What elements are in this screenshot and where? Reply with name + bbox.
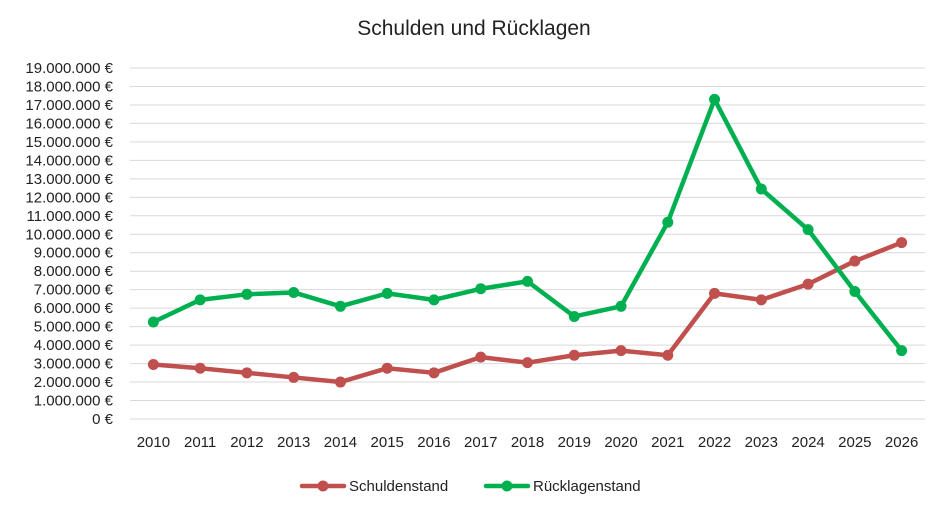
x-tick-label: 2025 [838, 434, 871, 451]
y-axis-tick-labels: 0 €1.000.000 € 2.000.000 €3.000.000 € 4.00… [25, 60, 113, 428]
data-point [334, 376, 346, 388]
series-lines [147, 93, 908, 388]
legend-label: Rücklagenstand [533, 478, 641, 495]
x-tick-label: 2026 [885, 434, 918, 451]
data-point [568, 310, 580, 322]
legend-marker [501, 480, 513, 492]
data-point [662, 216, 674, 228]
data-point [381, 362, 393, 374]
legend-item: Schuldenstand [299, 478, 448, 495]
y-tick-label: 3.000.000 € [34, 356, 114, 373]
data-point [522, 357, 533, 369]
y-tick-label: 8.000.000 € [34, 263, 114, 280]
y-tick-label: 13.000.000 € [25, 171, 113, 188]
data-point [288, 286, 300, 298]
data-point [241, 367, 253, 379]
data-point [755, 183, 767, 195]
data-point [709, 93, 721, 105]
data-point [849, 286, 861, 298]
chart-title: Schulden und Rücklagen [357, 17, 591, 40]
data-point [896, 345, 908, 357]
data-point [802, 224, 814, 236]
x-axis-tick-labels: 2010 2011 2012 2013 2014 2015 2016 2017 2018 2019… [137, 434, 919, 451]
x-tick-label: 2014 [324, 434, 357, 451]
data-point [194, 362, 206, 374]
data-point [428, 294, 440, 306]
data-point [662, 349, 674, 361]
data-point [615, 345, 627, 357]
y-tick-label: 17.000.000 € [25, 97, 113, 114]
y-tick-label: 15.000.000 € [25, 134, 113, 151]
x-tick-label: 2010 [137, 434, 170, 451]
x-tick-label: 2020 [604, 434, 637, 451]
x-tick-label: 2013 [277, 434, 310, 451]
y-tick-label: 9.000.000 € [34, 245, 114, 262]
y-tick-label: 10.000.000 € [25, 226, 113, 243]
x-tick-label: 2015 [371, 434, 404, 451]
x-tick-label: 2021 [651, 434, 684, 451]
data-point [334, 300, 346, 312]
x-tick-label: 2024 [791, 434, 824, 451]
x-tick-label: 2022 [698, 434, 731, 451]
legend-item: Rücklagenstand [483, 478, 641, 495]
data-point [755, 294, 767, 306]
data-point [147, 359, 159, 371]
data-point [381, 287, 393, 299]
data-point [194, 294, 206, 306]
data-point [802, 278, 814, 290]
y-tick-label: 11.000.000 € [27, 208, 114, 225]
x-tick-label: 2023 [745, 434, 778, 451]
data-point [709, 287, 721, 299]
x-tick-label: 2012 [230, 434, 263, 451]
y-tick-label: 4.000.000 € [34, 337, 114, 354]
data-point [288, 371, 300, 383]
x-tick-label: 2011 [184, 434, 216, 451]
y-tick-label: 7.000.000 € [34, 282, 114, 299]
x-tick-label: 2019 [558, 434, 591, 451]
data-point [475, 283, 487, 295]
y-tick-label: 18.000.000 € [25, 78, 113, 95]
y-tick-label: 14.000.000 € [25, 152, 113, 169]
gridlines [130, 67, 925, 420]
data-point [615, 300, 627, 312]
data-point [522, 275, 533, 287]
data-point [147, 316, 159, 328]
y-tick-label: 16.000.000 € [25, 115, 113, 132]
y-tick-label: 12.000.000 € [25, 189, 113, 206]
legend-label: Schuldenstand [349, 478, 448, 495]
y-tick-label: 2.000.000 € [34, 374, 114, 391]
data-point [475, 351, 487, 363]
y-tick-label: 19.000.000 € [25, 60, 113, 77]
y-tick-label: 5.000.000 € [34, 319, 114, 336]
x-tick-label: 2017 [464, 434, 497, 451]
series-2 [147, 93, 908, 357]
x-tick-label: 2018 [511, 434, 544, 451]
y-tick-label: 1.000.000 € [34, 393, 114, 410]
data-point [241, 288, 253, 300]
data-point [428, 367, 440, 379]
legend-marker [317, 480, 329, 492]
x-tick-label: 2016 [417, 434, 450, 451]
y-tick-label: 0 € [92, 411, 114, 428]
data-point [896, 237, 908, 249]
legend: Schuldenstand Rücklagenstand [299, 478, 641, 495]
series-1 [147, 237, 908, 388]
data-point [849, 255, 861, 267]
y-tick-label: 6.000.000 € [34, 300, 114, 317]
data-point [568, 349, 580, 361]
series-line [151, 97, 904, 353]
